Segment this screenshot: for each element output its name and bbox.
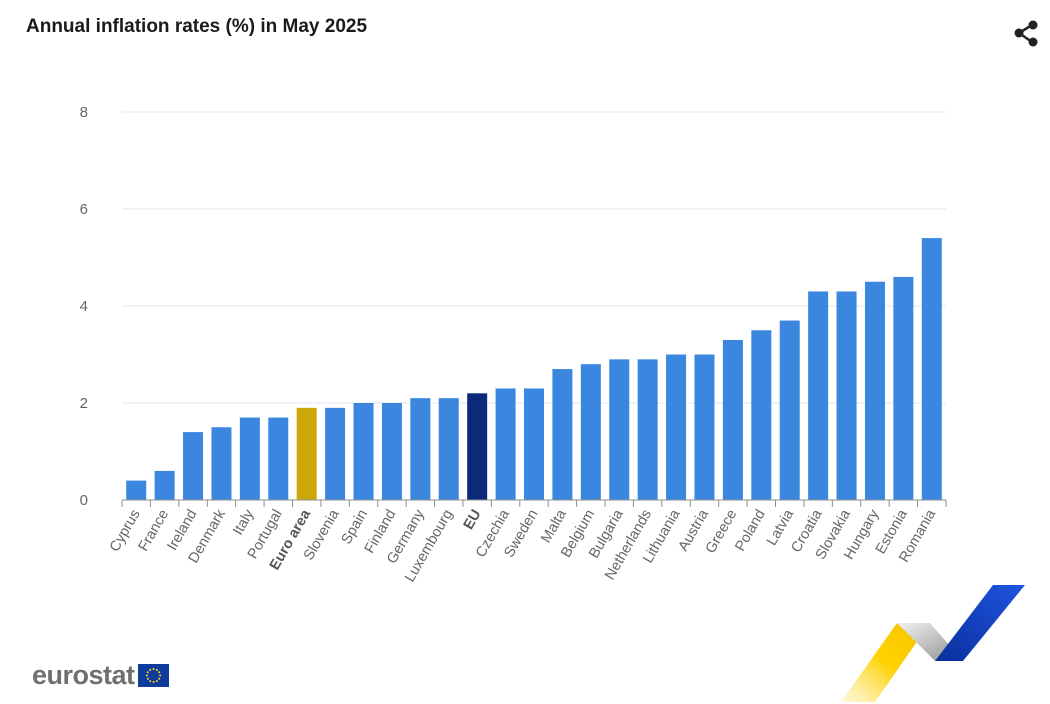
bar-latvia[interactable] [779, 320, 800, 500]
bar-euro-area[interactable] [296, 407, 317, 500]
bar-slovakia[interactable] [836, 291, 857, 500]
y-tick-label: 8 [80, 104, 88, 121]
bar-slovenia[interactable] [325, 407, 346, 500]
x-tick-label: Italy [230, 506, 258, 538]
bar-luxembourg[interactable] [438, 398, 459, 500]
logo-text: eurostat [32, 660, 135, 690]
share-icon[interactable] [1012, 19, 1042, 49]
chart-title: Annual inflation rates (%) in May 2025 [26, 16, 368, 37]
bar-spain[interactable] [353, 403, 374, 500]
bar-ireland[interactable] [183, 432, 204, 500]
bar-france[interactable] [154, 470, 175, 500]
bar-lithuania[interactable] [666, 354, 687, 501]
bar-italy[interactable] [239, 417, 260, 500]
y-tick-label: 6 [80, 201, 88, 218]
bar-poland[interactable] [751, 330, 772, 500]
bar-belgium[interactable] [580, 364, 601, 500]
bar-greece[interactable] [722, 339, 743, 500]
eu-flag-icon [137, 664, 169, 687]
bar-cyprus[interactable] [126, 480, 147, 500]
bar-portugal[interactable] [268, 417, 289, 500]
bar-estonia[interactable] [893, 276, 914, 500]
bar-croatia[interactable] [808, 291, 829, 500]
eurostat-logo[interactable]: eurostat [32, 660, 169, 691]
bar-malta[interactable] [552, 369, 573, 500]
x-tick-label: EU [461, 507, 485, 532]
bar-germany[interactable] [410, 398, 431, 500]
bar-sweden[interactable] [524, 388, 544, 500]
bar-denmark[interactable] [211, 427, 232, 500]
bar-hungary[interactable] [864, 281, 885, 500]
bar-eu[interactable] [467, 393, 488, 500]
y-tick-label: 4 [80, 298, 88, 315]
bar-romania[interactable] [921, 238, 942, 500]
bar-netherlands[interactable] [637, 359, 658, 500]
y-tick-label: 0 [80, 492, 88, 509]
bar-czechia[interactable] [495, 388, 516, 500]
bar-austria[interactable] [694, 354, 715, 501]
bar-finland[interactable] [381, 403, 402, 500]
bar-bulgaria[interactable] [609, 359, 630, 500]
eurostat-ribbon-decoration [841, 585, 1025, 702]
y-tick-label: 2 [80, 395, 88, 412]
